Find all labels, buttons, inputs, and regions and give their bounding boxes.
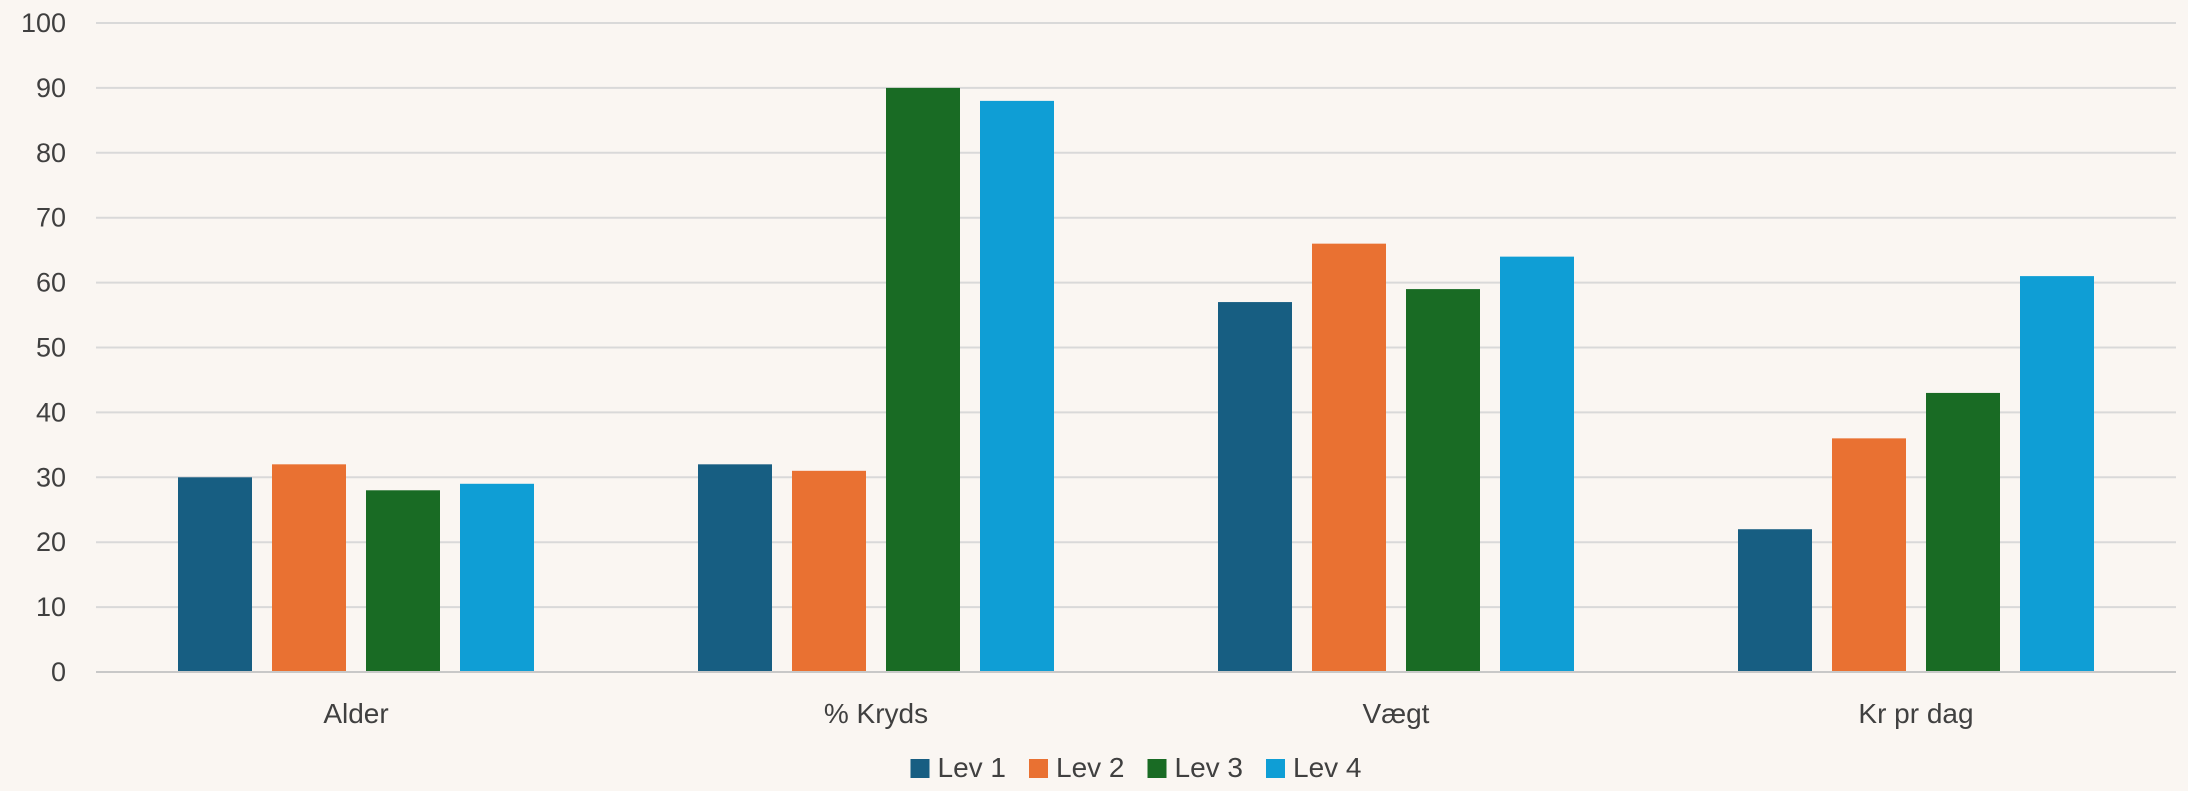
bar-lev-2-0 [272, 464, 346, 672]
y-tick-label: 20 [36, 527, 66, 557]
y-tick-label: 30 [36, 462, 66, 492]
legend-label: Lev 4 [1293, 752, 1362, 783]
x-category-label: % Kryds [824, 698, 928, 729]
legend-swatch [910, 759, 930, 778]
legend-swatch [1147, 759, 1167, 778]
legend-label: Lev 1 [938, 752, 1007, 783]
y-tick-label: 10 [36, 592, 66, 622]
bar-lev-4-1 [980, 100, 1054, 672]
bar-lev-1-3 [1738, 529, 1812, 672]
gridlines [96, 22, 2176, 609]
bar-lev-3-0 [366, 490, 440, 672]
y-axis-ticks: 0 10 20 30 40 50 60 70 80 90 100 [21, 8, 66, 687]
bar-lev-4-2 [1500, 256, 1574, 672]
legend-label: Lev 3 [1175, 752, 1244, 783]
bar-lev-4-3 [2020, 276, 2094, 672]
bar-lev-3-2 [1406, 289, 1480, 672]
bar-lev-2-1 [792, 470, 866, 672]
y-tick-label: 40 [36, 397, 66, 427]
bar-lev-1-0 [178, 477, 252, 672]
bar-lev-1-1 [698, 464, 772, 672]
x-axis: Alder % Kryds Vægt Kr pr dag [96, 671, 2176, 729]
y-tick-label: 90 [36, 73, 66, 103]
y-tick-label: 80 [36, 138, 66, 168]
bar-lev-3-1 [886, 87, 960, 672]
legend-swatch [1029, 759, 1048, 778]
legend-item: Lev 2 [1029, 752, 1125, 783]
bar-lev-2-3 [1832, 438, 1906, 672]
bars [178, 87, 2094, 672]
legend-swatch [1266, 759, 1285, 778]
y-tick-label: 0 [51, 657, 66, 687]
legend-item: Lev 1 [910, 752, 1007, 783]
legend-item: Lev 3 [1147, 752, 1244, 783]
legend-item: Lev 4 [1266, 752, 1362, 783]
bar-lev-3-3 [1926, 392, 2000, 672]
legend: Lev 1 Lev 2 Lev 3 Lev 4 [910, 752, 1362, 783]
y-tick-label: 60 [36, 268, 66, 298]
y-tick-label: 70 [36, 203, 66, 233]
x-category-label: Vægt [1363, 698, 1430, 729]
y-tick-label: 50 [36, 333, 66, 363]
bar-lev-2-2 [1312, 243, 1386, 672]
bar-lev-4-0 [460, 483, 534, 672]
x-category-label: Alder [323, 698, 388, 729]
legend-label: Lev 2 [1056, 752, 1125, 783]
bar-lev-1-2 [1218, 302, 1292, 672]
y-tick-label: 100 [21, 8, 66, 38]
x-category-label: Kr pr dag [1858, 698, 1973, 729]
